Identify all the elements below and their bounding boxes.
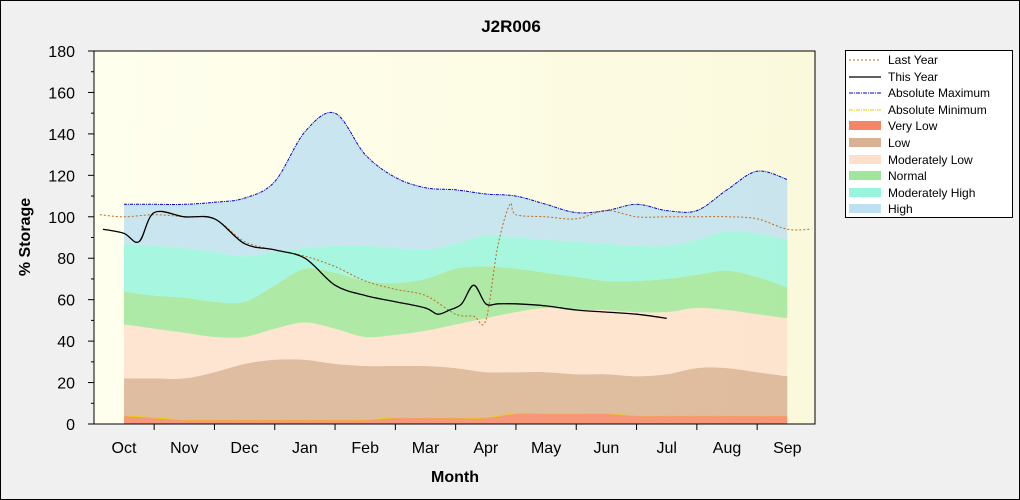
chart-title: J2R006 [481,17,541,36]
legend-label: Moderately Low [888,152,973,167]
x-tick-label: Aug [713,440,741,457]
y-tick-label: 0 [66,417,75,434]
legend-label: Last Year [888,53,939,67]
band-high [124,112,788,257]
legend-swatch [849,138,881,147]
legend-label: Low [888,136,911,150]
x-tick-label: Dec [230,440,258,457]
legend-label: Very Low [888,119,938,134]
x-tick-label: May [531,440,561,457]
y-tick-label: 120 [48,168,75,185]
y-tick-label: 60 [57,293,75,310]
series-absolute-minimum [123,412,788,421]
legend-item-last-year: Last Year [846,52,1012,68]
x-tick-label: Feb [351,440,379,457]
y-tick-label: 40 [57,334,75,351]
x-tick-label: Oct [112,440,137,457]
series-absolute-maximum [124,111,788,214]
series-this-year [102,210,667,319]
legend-swatch [849,187,881,197]
band-low [124,359,788,421]
legend-label: High [888,202,913,217]
legend-label: Absolute Maximum [888,86,991,101]
band-moderately-low [124,307,788,379]
x-tick-label: Nov [170,440,198,457]
legend-swatch [849,121,881,131]
legend: Last Year This Year Absolute Maximum Absolu… [845,50,1013,218]
legend-item-absolute-maximum: Absolute Maximum [846,85,1012,101]
legend-swatch [849,59,881,61]
lines-layer [99,111,812,421]
legend-item-very-low: Very Low [846,118,1012,134]
legend-item-moderately-low: Moderately Low [846,152,1012,168]
legend-item-this-year: This Year [846,69,1012,85]
x-tick-label: Jan [292,440,318,457]
legend-label: Moderately High [888,185,976,200]
legend-item-normal: Normal [846,168,1012,184]
band-moderately-high [124,230,788,304]
band-very-low [124,413,788,424]
y-tick-label: 80 [57,251,75,268]
axes-layer: 0 20 40 60 80 100 120 140 160 180 Oct Nov Dec Jan Feb M… [48,44,816,457]
y-tick-label: 160 [48,85,75,102]
legend-item-moderately-high: Moderately High [846,185,1012,201]
legend-item-high: High [846,201,1012,217]
legend-swatch [849,75,881,78]
legend-label: Absolute Minimum [888,102,987,117]
x-tick-label: Apr [473,440,499,457]
band-normal [124,266,788,338]
y-tick-label: 140 [48,127,75,144]
y-tick-label: 180 [48,44,75,61]
y-tick-label: 100 [48,210,75,227]
legend-swatch [849,109,881,111]
legend-swatch [849,154,881,164]
legend-swatch [849,171,881,181]
bands-layer [124,112,788,424]
legend-item-absolute-minimum: Absolute Minimum [846,102,1012,118]
legend-swatch [849,204,881,214]
legend-item-low: Low [846,135,1012,151]
legend-label: Normal [888,169,927,184]
x-tick-label: Sep [773,440,802,457]
y-tick-label: 20 [57,376,75,393]
x-tick-label: Jun [594,440,620,457]
legend-label: This Year [888,69,939,84]
y-axis-title: % Storage [17,198,34,276]
x-tick-label: Jul [656,440,676,457]
legend-swatch [849,92,881,94]
x-tick-label: Mar [412,440,440,457]
x-axis-title: Month [431,469,479,486]
